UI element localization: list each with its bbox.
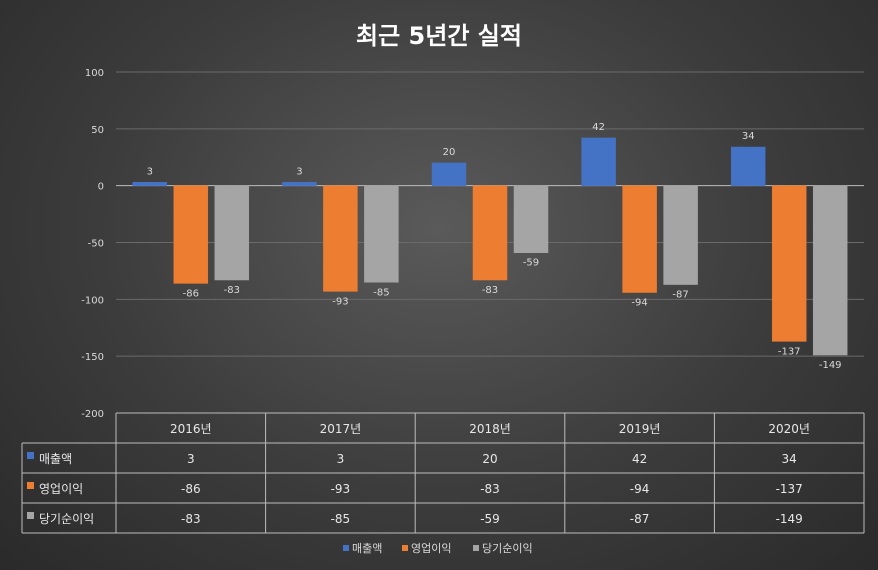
table-row-label: 영업이익 — [39, 482, 83, 496]
legend-label: 당기순이익 — [482, 542, 533, 555]
bar — [812, 185, 848, 356]
data-label: 3 — [296, 166, 302, 177]
table-cell: -59 — [480, 512, 500, 526]
table-header-cell: 2020년 — [768, 422, 810, 436]
y-tick-label: -200 — [81, 409, 104, 420]
bars — [132, 137, 848, 356]
bar — [323, 185, 358, 292]
table-cell: -86 — [181, 482, 201, 496]
legend-swatch — [402, 545, 408, 551]
bar — [364, 185, 399, 283]
chart-title: 최근 5년간 실적 — [356, 22, 522, 50]
table-cell: -85 — [331, 512, 351, 526]
data-label: -83 — [482, 285, 498, 296]
bar — [663, 185, 698, 285]
bar — [771, 185, 807, 342]
data-label: -59 — [523, 258, 539, 269]
bar — [730, 146, 766, 186]
table-cell: -83 — [480, 482, 500, 496]
bar — [214, 185, 250, 281]
data-label: -94 — [631, 298, 647, 309]
table-cell: -93 — [331, 482, 351, 496]
table-header-cell: 2019년 — [619, 422, 661, 436]
data-label: 20 — [443, 147, 456, 158]
y-tick-label: -50 — [88, 239, 104, 250]
legend-label: 영업이익 — [411, 542, 451, 555]
data-label: -87 — [672, 290, 688, 301]
table-cell: 42 — [632, 452, 647, 466]
table-cell: 3 — [187, 452, 195, 466]
table-cell: 34 — [782, 452, 797, 466]
y-tick-label: 100 — [85, 68, 104, 79]
data-label: -137 — [778, 346, 801, 357]
table-header-cell: 2018년 — [469, 422, 511, 436]
data-label: 34 — [742, 131, 755, 142]
data-label: 42 — [592, 122, 605, 133]
data-labels: 3 -86 -83 3 -93 -85 20 -83 -59 42 -94 -87 34 -137 -149 — [147, 122, 842, 371]
data-label: -86 — [183, 288, 199, 299]
y-tick-label: -150 — [81, 352, 104, 363]
legend-swatch — [473, 545, 479, 551]
bar — [581, 137, 616, 186]
table-cell: -94 — [630, 482, 650, 496]
bar — [132, 182, 168, 186]
legend-key-icon — [27, 452, 34, 459]
y-tick-label: -100 — [81, 295, 104, 306]
bar — [431, 162, 467, 186]
data-label: 3 — [147, 166, 153, 177]
table-header-cell: 2016년 — [170, 422, 212, 436]
legend-key-icon — [27, 482, 34, 489]
legend-key-icon — [27, 512, 34, 519]
table-row-label: 매출액 — [39, 452, 72, 466]
y-tick-label: 50 — [91, 125, 104, 136]
table-header-cell: 2017년 — [320, 422, 362, 436]
y-tick-label: 0 — [98, 182, 104, 193]
table-cell: -83 — [181, 512, 201, 526]
legend-label: 매출액 — [352, 542, 382, 555]
table-row-label: 당기순이익 — [39, 512, 94, 526]
legend: 매출액 영업이익 당기순이익 — [343, 542, 533, 555]
table-cell: 3 — [337, 452, 345, 466]
data-label: -93 — [332, 296, 348, 307]
data-label: -149 — [819, 360, 842, 371]
bar — [282, 182, 317, 186]
y-axis: 100 50 0 -50 -100 -150 -200 — [81, 68, 104, 420]
bar — [622, 185, 657, 293]
bar — [472, 185, 508, 281]
bar — [173, 185, 209, 284]
bar — [513, 185, 549, 253]
table-cell: -137 — [776, 482, 803, 496]
legend-swatch — [343, 545, 349, 551]
data-label: -83 — [224, 285, 240, 296]
table-cell: 20 — [482, 452, 497, 466]
data-label: -85 — [373, 287, 389, 298]
table-cell: -149 — [776, 512, 803, 526]
table-cell: -87 — [630, 512, 650, 526]
